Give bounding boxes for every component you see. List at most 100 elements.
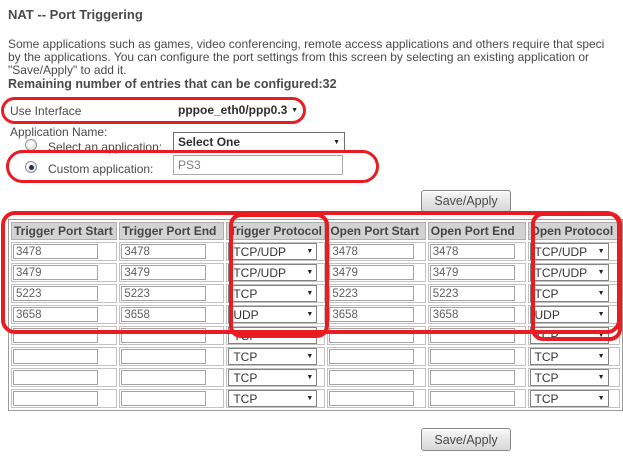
open-port-end-input[interactable] (429, 391, 515, 406)
trigger-port-end-input[interactable] (121, 286, 207, 301)
description-line: by the applications. You can configure t… (8, 50, 590, 64)
open-protocol-select[interactable]: TCP ▼ (529, 390, 609, 407)
chevron-down-icon: ▼ (306, 332, 314, 339)
custom-application-radio[interactable] (25, 161, 37, 173)
open-port-start-input[interactable] (329, 307, 415, 322)
table-row: TCP▼ TCP▼ (11, 347, 620, 366)
remaining-entries-label: Remaining number of entries that can be … (8, 77, 337, 91)
header-trigger-port-end: Trigger Port End (119, 222, 225, 240)
trigger-port-start-input[interactable] (13, 391, 98, 406)
open-protocol-select[interactable]: TCP/UDP ▼ (529, 264, 609, 281)
table-row: TCP/UDP▼ TCP/UDP▼ (11, 242, 620, 261)
chevron-down-icon: ▼ (306, 290, 314, 297)
chevron-down-icon: ▼ (597, 311, 605, 318)
trigger-port-start-input[interactable] (13, 370, 98, 385)
open-port-start-input[interactable] (329, 286, 415, 301)
open-protocol-select[interactable]: UDP ▼ (529, 306, 609, 323)
custom-application-input[interactable] (173, 155, 343, 175)
open-port-end-input[interactable] (429, 244, 515, 259)
open-port-start-input[interactable] (329, 391, 415, 406)
open-port-end-input[interactable] (429, 370, 515, 385)
open-protocol-select[interactable]: TCP ▼ (529, 348, 609, 365)
chevron-down-icon: ▼ (597, 374, 605, 381)
chevron-down-icon: ▼ (597, 269, 605, 276)
table-row: TCP▼ TCP▼ (11, 326, 620, 345)
save-apply-button-bottom[interactable]: Save/Apply (421, 428, 511, 451)
table-row: TCP/UDP▼ TCP/UDP▼ (11, 263, 620, 282)
header-open-protocol: Open Protocol (527, 222, 620, 240)
table-header-row: Trigger Port Start Trigger Port End Trig… (11, 222, 620, 240)
trigger-protocol-select[interactable]: TCP ▼ (228, 327, 318, 344)
trigger-port-start-input[interactable] (13, 307, 98, 322)
chevron-down-icon: ▼ (597, 353, 605, 360)
trigger-protocol-select[interactable]: TCP ▼ (228, 348, 318, 365)
chevron-down-icon: ▼ (306, 374, 314, 381)
table-row: TCP▼ TCP▼ (11, 389, 620, 408)
header-open-port-start: Open Port Start (327, 222, 426, 240)
chevron-down-icon: ▼ (291, 106, 298, 114)
port-triggering-table: Trigger Port Start Trigger Port End Trig… (8, 219, 623, 411)
trigger-protocol-select[interactable]: TCP/UDP ▼ (228, 264, 318, 281)
chevron-down-icon: ▼ (306, 311, 314, 318)
use-interface-select[interactable]: pppoe_eth0/ppp0.3 ▼ (176, 100, 300, 120)
trigger-port-end-input[interactable] (121, 370, 207, 385)
trigger-port-start-input[interactable] (13, 286, 98, 301)
application-select[interactable]: Select One ▼ (173, 132, 345, 152)
trigger-port-start-input[interactable] (13, 349, 98, 364)
use-interface-value: pppoe_eth0/ppp0.3 (178, 103, 288, 117)
open-port-end-input[interactable] (429, 349, 515, 364)
chevron-down-icon: ▼ (597, 332, 605, 339)
table-row: UDP▼ UDP▼ (11, 305, 620, 324)
open-port-start-input[interactable] (329, 244, 415, 259)
chevron-down-icon: ▼ (597, 248, 605, 255)
page-description: Some applications such as games, video c… (8, 38, 623, 77)
select-application-label: Select an application: (48, 140, 163, 154)
header-trigger-protocol: Trigger Protocol (226, 222, 326, 240)
trigger-protocol-select[interactable]: TCP ▼ (228, 390, 318, 407)
trigger-protocol-select[interactable]: UDP ▼ (228, 306, 318, 323)
select-application-radio[interactable] (25, 139, 37, 151)
trigger-protocol-select[interactable]: TCP/UDP ▼ (228, 243, 318, 260)
open-protocol-select[interactable]: TCP ▼ (529, 285, 609, 302)
open-port-start-input[interactable] (329, 349, 415, 364)
chevron-down-icon: ▼ (306, 353, 314, 360)
open-port-end-input[interactable] (429, 328, 515, 343)
table-row: TCP▼ TCP▼ (11, 368, 620, 387)
open-port-end-input[interactable] (429, 265, 515, 280)
save-apply-button-top[interactable]: Save/Apply (421, 190, 511, 212)
trigger-protocol-select[interactable]: TCP ▼ (228, 285, 318, 302)
header-trigger-port-start: Trigger Port Start (11, 222, 118, 240)
trigger-port-end-input[interactable] (121, 391, 207, 406)
chevron-down-icon: ▼ (597, 395, 605, 402)
application-select-value: Select One (178, 135, 241, 149)
application-name-label: Application Name: (10, 125, 108, 139)
description-line: Some applications such as games, video c… (8, 38, 605, 51)
trigger-port-start-input[interactable] (13, 244, 98, 259)
open-port-end-input[interactable] (429, 286, 515, 301)
trigger-protocol-select[interactable]: TCP ▼ (228, 369, 318, 386)
chevron-down-icon: ▼ (597, 290, 605, 297)
open-port-start-input[interactable] (329, 370, 415, 385)
open-protocol-select[interactable]: TCP/UDP ▼ (529, 243, 609, 260)
page-title: NAT -- Port Triggering (8, 7, 143, 22)
open-protocol-select[interactable]: TCP ▼ (529, 369, 609, 386)
chevron-down-icon: ▼ (306, 395, 314, 402)
use-interface-label: Use Interface (10, 104, 82, 118)
table-row: TCP▼ TCP▼ (11, 284, 620, 303)
header-open-port-end: Open Port End (427, 222, 526, 240)
trigger-port-end-input[interactable] (121, 307, 207, 322)
trigger-port-start-input[interactable] (13, 265, 98, 280)
open-port-end-input[interactable] (429, 307, 515, 322)
trigger-port-start-input[interactable] (13, 328, 98, 343)
trigger-port-end-input[interactable] (121, 244, 207, 259)
trigger-port-end-input[interactable] (121, 328, 207, 343)
chevron-down-icon: ▼ (306, 248, 314, 255)
trigger-port-end-input[interactable] (121, 265, 207, 280)
custom-application-label: Custom application: (48, 162, 154, 176)
trigger-port-end-input[interactable] (121, 349, 207, 364)
open-port-start-input[interactable] (329, 328, 415, 343)
chevron-down-icon: ▼ (333, 138, 340, 146)
open-protocol-select[interactable]: TCP ▼ (529, 327, 609, 344)
open-port-start-input[interactable] (329, 265, 415, 280)
